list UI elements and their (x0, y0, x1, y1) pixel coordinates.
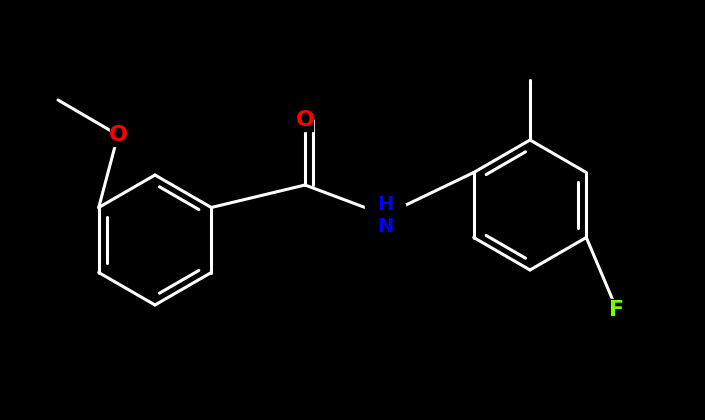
Text: O: O (109, 125, 128, 145)
Text: H
N: H N (377, 194, 393, 236)
Text: O: O (295, 110, 314, 130)
Bar (110, 124, 126, 146)
Bar (365, 204, 405, 226)
Bar (297, 109, 313, 131)
Text: F: F (609, 300, 625, 320)
Bar (609, 299, 625, 321)
